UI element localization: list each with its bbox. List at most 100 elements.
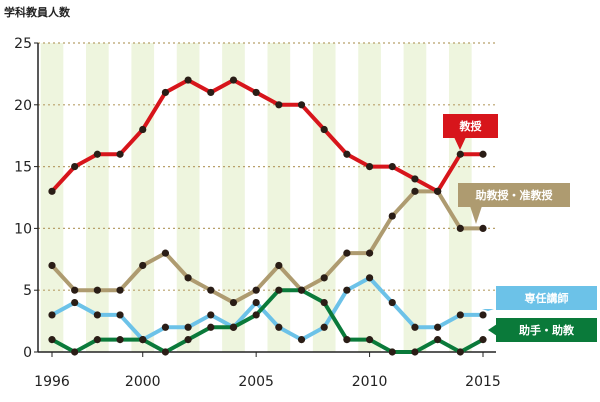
data-point [229,298,238,307]
legend-box [496,286,597,310]
data-point [275,286,283,294]
x-tick-label: 2010 [352,374,388,390]
legend-box [443,114,498,138]
data-point [207,323,215,331]
data-point [479,336,487,344]
data-point [479,224,487,232]
legend-pointer [454,137,466,150]
background-band [40,43,64,352]
data-point [365,163,374,171]
data-point [365,336,374,344]
legend-label: 助手・助教 [519,323,575,337]
y-axis-title: 学科教員人数 [4,5,71,19]
data-point [275,261,283,270]
background-band [222,43,245,352]
legend-label: 専任講師 [525,291,569,305]
x-tick-label: 2015 [465,374,501,390]
data-point [365,274,374,282]
data-point [116,150,124,158]
data-point [161,249,170,257]
data-point [343,150,351,158]
legend-item: 専任講師 [482,286,597,311]
data-point [411,323,419,331]
data-point [365,249,374,257]
background-band [86,43,109,352]
data-point [139,336,147,344]
data-point [161,88,170,97]
data-point [71,286,79,294]
series-line [50,275,485,342]
data-point [252,88,260,97]
x-tick-labels: 1996 2000 2005 2010 2015 [34,352,501,390]
data-point [320,125,328,134]
data-point [229,76,238,84]
legend-label: 助教授・准教授 [476,188,554,202]
data-point [388,348,396,356]
data-point [207,88,215,97]
data-point [161,348,170,356]
data-point [411,187,419,195]
data-point [411,175,419,183]
data-point [71,348,79,356]
data-point [184,323,192,331]
x-tick-label: 2005 [238,374,274,390]
data-point [434,336,442,344]
data-point [434,323,442,331]
legend-pointer [482,309,494,311]
series-lines [50,78,485,354]
data-point [71,163,79,171]
y-tick-label: 15 [14,160,32,176]
data-point [139,125,147,134]
data-point [48,261,56,270]
data-point [93,311,101,319]
data-point [456,150,464,158]
y-tick-label: 0 [23,345,32,361]
data-point [388,163,396,171]
legend-pointer [470,206,482,224]
data-point [456,224,464,232]
data-point [320,274,328,282]
series-line [50,78,485,194]
data-point [93,336,101,344]
series-line [50,189,485,305]
data-point [275,101,283,109]
data-point [184,274,192,282]
data-point [93,286,101,294]
data-point [388,298,396,307]
y-tick-label: 20 [14,98,32,114]
data-point [207,311,215,319]
legend-box [458,183,570,207]
legend-box [496,318,597,342]
data-point [116,336,124,344]
legend-item: 助教授・准教授 [458,183,570,224]
data-point [184,76,192,84]
background-bands [40,43,472,352]
data-point [320,298,328,307]
series-points [48,76,487,356]
data-point [343,286,351,294]
data-point [229,323,238,331]
data-point [456,348,464,356]
y-tick-label: 10 [14,221,32,237]
data-point [479,150,487,158]
background-band [176,43,200,352]
series-line [50,288,485,354]
data-point [48,187,56,195]
data-point [116,286,124,294]
axes [37,43,496,353]
data-point [184,336,192,344]
data-point [297,101,306,109]
x-tick-label: 1996 [34,374,70,390]
legend-pointer [488,324,497,336]
background-band [403,43,427,352]
data-point [343,336,351,344]
data-point [275,323,283,331]
data-point [297,336,306,344]
data-point [411,348,419,356]
legend-label: 教授 [459,119,483,133]
data-point [252,286,260,294]
data-point [93,150,101,158]
background-band [131,43,155,352]
